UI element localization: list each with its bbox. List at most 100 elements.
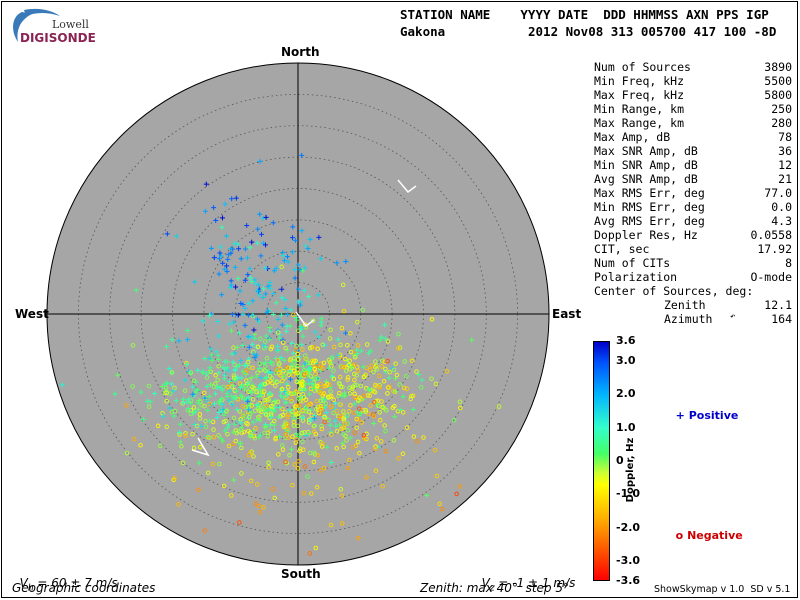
source-negative-mark — [237, 520, 242, 525]
source-positive-mark — [267, 286, 273, 292]
source-positive-mark — [329, 354, 335, 360]
source-negative-mark — [312, 429, 317, 434]
source-negative-mark — [404, 374, 409, 379]
source-negative-mark — [249, 403, 255, 408]
source-positive-mark — [245, 398, 251, 404]
source-negative-mark — [201, 390, 207, 396]
source-negative-mark — [352, 362, 357, 367]
source-negative-mark — [364, 436, 369, 442]
source-positive-mark — [184, 361, 190, 367]
source-positive-mark — [185, 406, 191, 412]
source-positive-mark — [215, 384, 221, 390]
source-negative-mark — [290, 482, 295, 488]
source-negative-mark — [146, 383, 152, 389]
source-negative-mark — [400, 451, 406, 456]
source-negative-mark — [343, 368, 349, 374]
source-positive-mark — [297, 302, 303, 308]
source-positive-mark — [416, 372, 422, 378]
source-negative-mark — [361, 433, 367, 438]
source-positive-mark — [221, 376, 227, 382]
source-positive-mark — [260, 286, 266, 292]
source-negative-mark — [337, 381, 342, 387]
source-positive-mark — [255, 316, 261, 322]
source-negative-mark — [246, 452, 252, 458]
source-negative-mark — [353, 443, 359, 448]
source-negative-mark — [226, 443, 232, 449]
source-negative-mark — [342, 356, 348, 362]
source-negative-mark — [368, 403, 373, 408]
source-negative-mark — [155, 423, 161, 429]
source-negative-mark — [216, 433, 221, 438]
colorbar-title: Doppler, Hz — [625, 437, 636, 503]
source-negative-mark — [160, 410, 165, 416]
source-negative-mark — [328, 389, 333, 394]
logo-lowell-text: Lowell — [52, 18, 89, 31]
source-positive-mark — [279, 295, 285, 301]
source-negative-mark — [404, 425, 410, 430]
source-negative-mark — [381, 378, 387, 384]
stat-row: Min Freq, kHz 5500 — [594, 74, 792, 88]
source-negative-mark — [300, 407, 305, 413]
source-positive-mark — [204, 384, 210, 390]
source-negative-mark — [297, 448, 302, 454]
source-negative-mark — [364, 475, 369, 480]
source-positive-mark — [138, 389, 144, 395]
source-positive-mark — [246, 402, 252, 408]
source-positive-mark — [284, 323, 290, 329]
source-negative-mark — [138, 442, 143, 448]
source-negative-mark — [289, 391, 294, 396]
source-negative-mark — [280, 378, 285, 384]
source-negative-mark — [319, 426, 325, 432]
source-negative-mark — [318, 408, 324, 413]
source-positive-mark — [290, 350, 296, 356]
source-positive-mark — [299, 152, 305, 158]
source-negative-mark — [331, 397, 336, 403]
source-negative-mark — [391, 367, 397, 373]
source-positive-mark — [410, 407, 416, 413]
source-positive-mark — [200, 370, 206, 376]
source-positive-mark — [306, 377, 312, 383]
source-negative-mark — [361, 374, 367, 380]
source-positive-mark — [216, 410, 222, 416]
legend-negative-label: Negative — [687, 529, 743, 542]
legend-positive-label: Positive — [688, 409, 739, 422]
source-positive-mark — [216, 333, 222, 339]
source-positive-mark — [227, 285, 233, 291]
source-negative-mark — [231, 415, 237, 421]
source-negative-mark — [262, 381, 268, 387]
source-positive-mark — [275, 343, 281, 349]
source-positive-mark — [242, 363, 248, 369]
source-positive-mark — [273, 265, 279, 271]
source-negative-mark — [320, 441, 325, 446]
source-positive-mark — [273, 300, 279, 306]
source-positive-mark — [214, 414, 220, 420]
source-negative-mark — [367, 393, 372, 398]
source-positive-mark — [217, 398, 223, 404]
source-positive-mark — [263, 214, 269, 220]
stat-row: Min SNR Amp, dB 12 — [594, 158, 792, 172]
source-negative-mark — [313, 371, 318, 376]
source-negative-mark — [243, 370, 248, 375]
source-positive-mark — [195, 406, 201, 412]
source-positive-mark — [287, 376, 293, 382]
source-positive-mark — [292, 237, 298, 243]
source-positive-mark — [171, 388, 177, 394]
center-title: Center of Sources, deg: — [594, 284, 754, 298]
source-negative-mark — [348, 349, 354, 355]
source-negative-mark — [205, 470, 211, 476]
source-negative-mark — [319, 405, 324, 411]
source-negative-mark — [302, 464, 308, 469]
source-negative-mark — [328, 432, 334, 437]
source-negative-mark — [257, 509, 263, 515]
source-positive-mark — [211, 255, 217, 261]
source-negative-mark — [256, 405, 261, 411]
source-negative-mark — [364, 342, 370, 347]
source-positive-mark — [256, 288, 262, 294]
source-negative-mark — [373, 382, 378, 388]
source-positive-mark — [291, 390, 297, 396]
source-negative-mark — [210, 461, 216, 467]
version-info: ShowSkymap v 1.0 SD v 5.1 — [654, 584, 791, 595]
source-positive-mark — [246, 301, 252, 307]
source-positive-mark — [258, 375, 264, 381]
source-positive-mark — [246, 395, 252, 401]
